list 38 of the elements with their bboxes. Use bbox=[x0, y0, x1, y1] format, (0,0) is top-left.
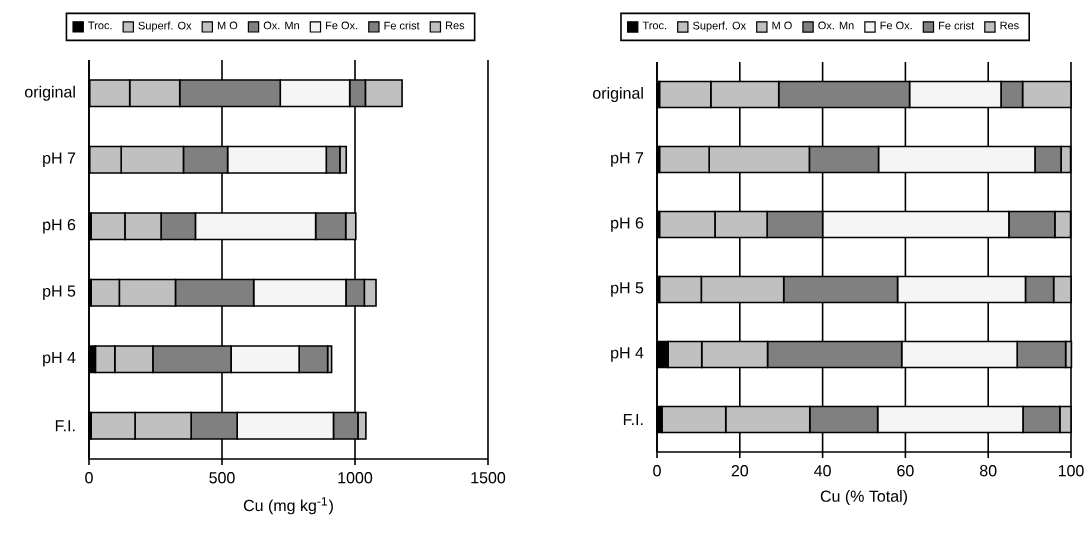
x-tick-label: 60 bbox=[897, 465, 914, 477]
legend-label: Fe Ox. bbox=[326, 21, 358, 30]
legend-label: Ox. Mn bbox=[263, 21, 299, 30]
legend-label: Superf. Ox bbox=[693, 21, 746, 32]
y-tick-label: pH 6 bbox=[43, 219, 76, 234]
y-tick-label: pH 4 bbox=[611, 347, 644, 362]
y-tick-label: pH 6 bbox=[611, 217, 644, 232]
x-axis-title: Cu (% Total) bbox=[820, 490, 908, 506]
x-tick-label: 80 bbox=[979, 465, 997, 477]
x-tick-label: 40 bbox=[814, 465, 831, 477]
x-tick-label: 1500 bbox=[471, 472, 506, 484]
legend-label: Res bbox=[1000, 21, 1019, 30]
y-tick-label: pH 4 bbox=[43, 352, 76, 367]
y-tick-label: F.I. bbox=[55, 420, 75, 432]
x-tick-label: 0 bbox=[653, 465, 661, 477]
x-tick-label: 100 bbox=[1058, 465, 1084, 477]
legend-label: M O bbox=[217, 21, 238, 30]
legend-label: Ox. Mn bbox=[818, 21, 854, 30]
y-tick-label: pH 7 bbox=[43, 152, 76, 167]
x-tick-label: 20 bbox=[731, 465, 749, 477]
x-tick-label: 500 bbox=[209, 472, 235, 484]
legend-label: Troc. bbox=[642, 21, 667, 30]
legend-label: Fe crist bbox=[384, 21, 420, 30]
y-tick-label: original bbox=[593, 87, 643, 102]
legend-label: Superf. Ox bbox=[138, 21, 192, 32]
legend-label: Fe crist bbox=[939, 21, 975, 30]
y-tick-label: pH 5 bbox=[611, 282, 644, 297]
legend-label: Fe Ox. bbox=[880, 21, 912, 30]
y-tick-label: F.I. bbox=[623, 413, 643, 425]
y-tick-label: pH 7 bbox=[611, 152, 644, 167]
y-tick-label: pH 5 bbox=[43, 285, 76, 300]
legend-label: Troc. bbox=[88, 21, 112, 30]
legend-label: Res bbox=[446, 21, 465, 30]
legend-label: M O bbox=[772, 21, 792, 30]
x-tick-label: 0 bbox=[85, 472, 93, 484]
x-axis-title: Cu (mg kg$^{-1}$) bbox=[243, 497, 333, 515]
y-tick-label: original bbox=[25, 85, 75, 101]
x-tick-label: 1000 bbox=[338, 472, 373, 484]
